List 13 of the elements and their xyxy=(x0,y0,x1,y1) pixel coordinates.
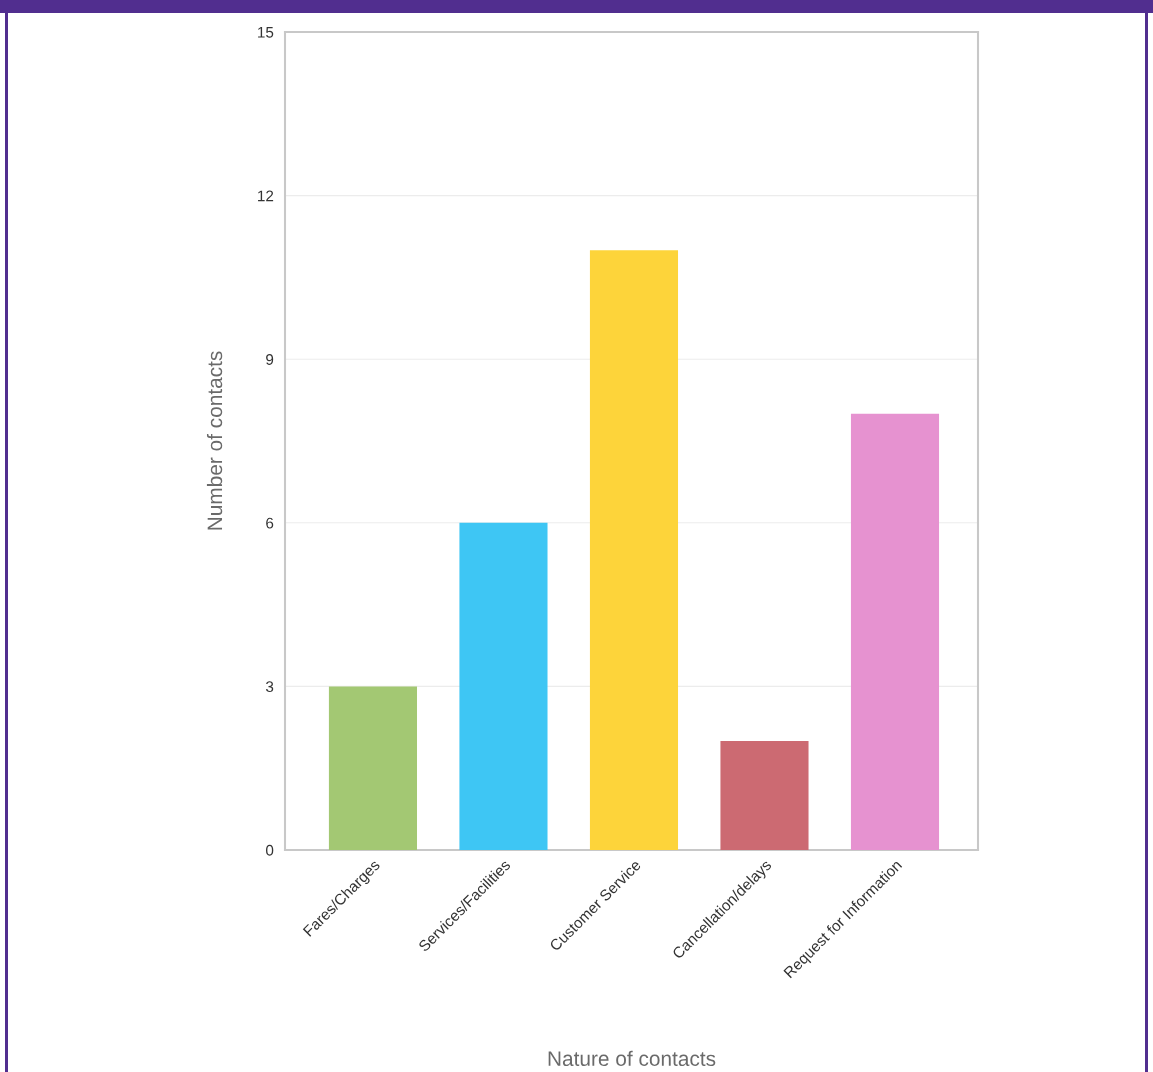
y-axis-title: Number of contacts xyxy=(206,351,223,530)
y-tick-label: 15 xyxy=(258,27,274,38)
y-tick-label: 3 xyxy=(265,681,274,693)
bar xyxy=(589,250,679,850)
y-tick-label: 12 xyxy=(258,190,274,202)
x-axis-title: Nature of contacts xyxy=(548,1050,716,1067)
y-tick-label: 0 xyxy=(265,844,274,856)
bar xyxy=(328,686,418,850)
bar xyxy=(720,740,809,850)
bar xyxy=(850,413,940,850)
bar xyxy=(459,522,548,850)
y-tick-label: 9 xyxy=(266,354,274,365)
y-tick-label: 6 xyxy=(266,517,274,529)
